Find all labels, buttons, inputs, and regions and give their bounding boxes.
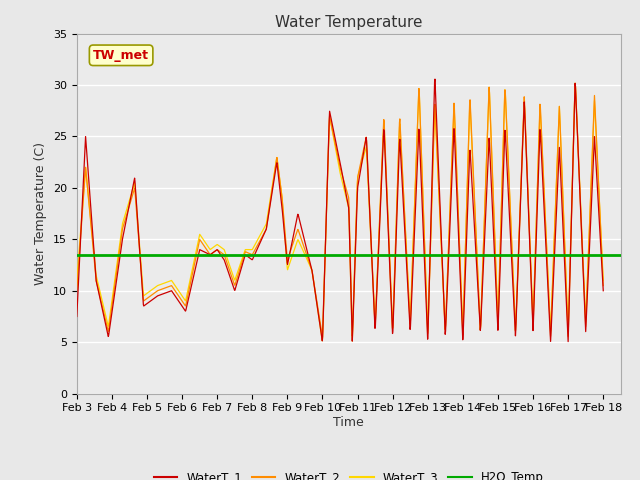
WaterT_1 <box>431 76 439 82</box>
WaterT_2 <box>422 268 429 274</box>
WaterT_3 <box>73 277 81 283</box>
WaterT_3 <box>600 277 607 283</box>
WaterT_3 <box>572 80 579 86</box>
WaterT_1 <box>537 144 545 149</box>
WaterT_2 <box>490 221 498 227</box>
WaterT_2 <box>572 81 579 86</box>
WaterT_2 <box>249 251 257 257</box>
WaterT_1 <box>491 254 499 260</box>
H2O_Temp <box>73 252 81 258</box>
WaterT_3 <box>249 246 257 252</box>
WaterT_2 <box>190 264 198 270</box>
WaterT_1 <box>422 282 429 288</box>
WaterT_1 <box>249 256 257 262</box>
WaterT_2 <box>537 111 545 117</box>
Legend: WaterT_1, WaterT_2, WaterT_3, H2O_Temp: WaterT_1, WaterT_2, WaterT_3, H2O_Temp <box>149 466 548 480</box>
Line: WaterT_3: WaterT_3 <box>77 83 604 341</box>
WaterT_1 <box>190 272 198 278</box>
WaterT_3 <box>537 124 545 130</box>
WaterT_1 <box>73 313 81 319</box>
Title: Water Temperature: Water Temperature <box>275 15 422 30</box>
X-axis label: Time: Time <box>333 416 364 429</box>
Line: WaterT_1: WaterT_1 <box>77 79 604 342</box>
WaterT_3 <box>177 291 185 297</box>
WaterT_3 <box>491 228 499 234</box>
Text: TW_met: TW_met <box>93 49 149 62</box>
H2O_Temp <box>108 252 116 258</box>
WaterT_2 <box>177 297 185 302</box>
WaterT_3 <box>422 274 429 280</box>
WaterT_2 <box>564 334 572 339</box>
WaterT_1 <box>564 339 572 345</box>
WaterT_2 <box>600 283 607 288</box>
WaterT_3 <box>348 338 356 344</box>
Line: WaterT_2: WaterT_2 <box>77 84 604 336</box>
WaterT_3 <box>190 259 198 264</box>
WaterT_1 <box>177 302 185 308</box>
Y-axis label: Water Temperature (C): Water Temperature (C) <box>35 142 47 285</box>
WaterT_1 <box>600 288 607 294</box>
WaterT_2 <box>73 288 81 294</box>
